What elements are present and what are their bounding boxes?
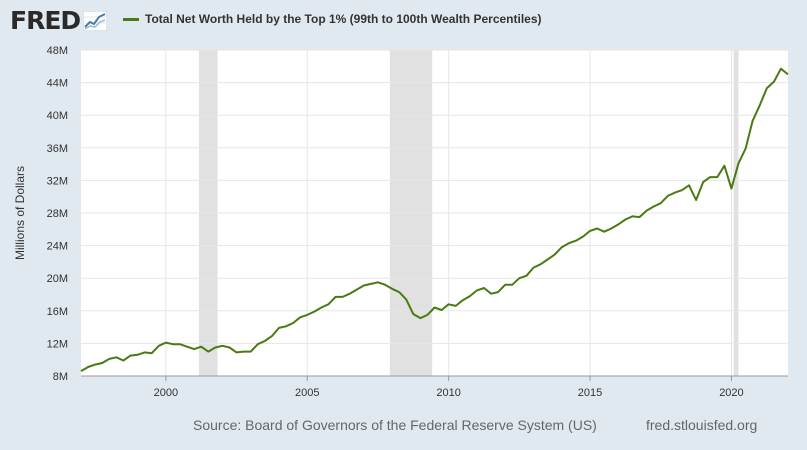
x-tick-label: 2005 bbox=[295, 387, 319, 399]
series-line bbox=[80, 67, 789, 372]
x-tick-label: 2010 bbox=[436, 387, 460, 399]
y-tick-label: 36M bbox=[47, 143, 68, 155]
y-tick-label: 12M bbox=[47, 338, 68, 350]
y-tick-label: 20M bbox=[47, 273, 68, 285]
x-tick-label: 2015 bbox=[578, 387, 602, 399]
x-tick-label: 2020 bbox=[719, 387, 743, 399]
y-tick-label: 48M bbox=[47, 45, 68, 57]
x-tick-label: 2000 bbox=[154, 387, 178, 399]
legend-swatch bbox=[123, 17, 139, 21]
y-tick-label: 24M bbox=[47, 241, 68, 253]
fred-logo[interactable]: FRED bbox=[10, 6, 108, 35]
legend-label: Total Net Worth Held by the Top 1% (99th… bbox=[145, 12, 542, 26]
y-tick-label: 44M bbox=[47, 78, 68, 90]
site-link[interactable]: fred.stlouisfed.org bbox=[646, 417, 758, 433]
y-tick-label: 32M bbox=[47, 175, 68, 187]
y-tick-label: 16M bbox=[47, 306, 68, 318]
y-tick-label: 8M bbox=[53, 371, 68, 383]
chart-legend: Total Net Worth Held by the Top 1% (99th… bbox=[123, 12, 542, 26]
y-tick-label: 28M bbox=[47, 208, 68, 220]
fred-logo-text: FRED bbox=[10, 6, 81, 35]
y-tick-label: 40M bbox=[47, 110, 68, 122]
source-credit: Source: Board of Governors of the Federa… bbox=[193, 417, 597, 433]
y-axis-label: Millions of Dollars bbox=[13, 166, 27, 260]
line-graph-icon bbox=[83, 10, 108, 31]
